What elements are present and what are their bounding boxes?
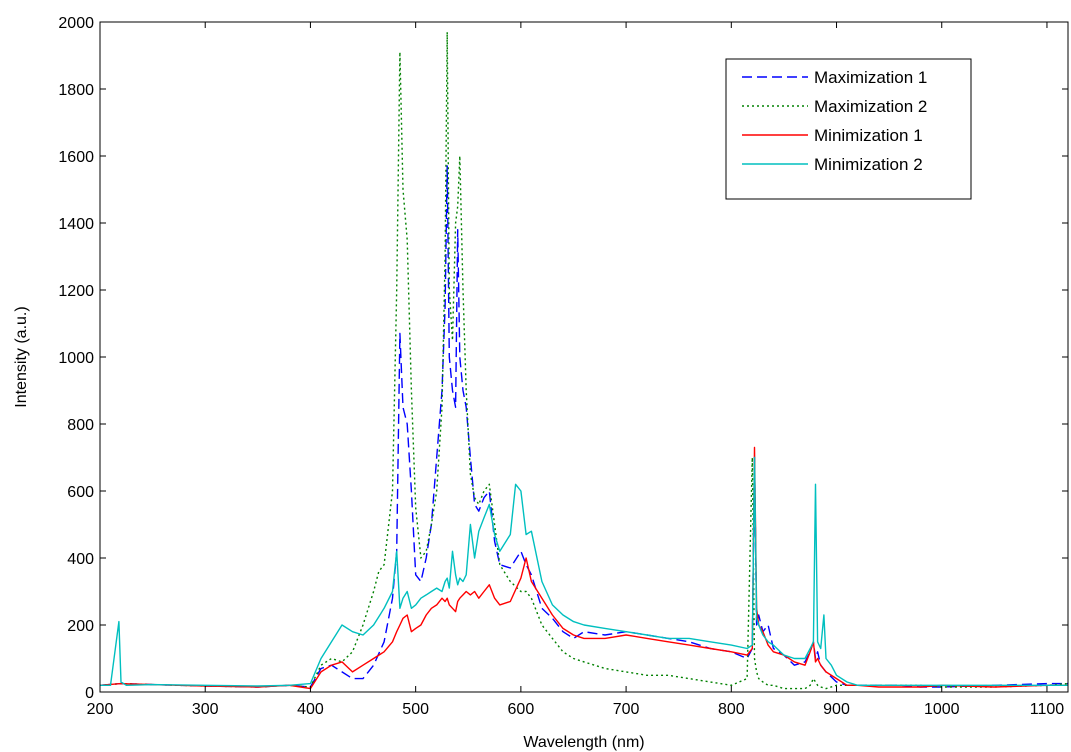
x-tick-label: 400 [297, 701, 324, 718]
x-tick-label: 900 [823, 701, 850, 718]
x-tick-label: 200 [87, 701, 114, 718]
y-tick-label: 600 [67, 484, 94, 501]
legend-box [725, 58, 972, 200]
legend-label: Maximization 2 [814, 97, 927, 116]
x-tick-label: 1000 [924, 701, 960, 718]
y-tick-label: 2000 [58, 15, 94, 32]
x-tick-label: 700 [613, 701, 640, 718]
x-tick-label: 300 [192, 701, 219, 718]
y-tick-label: 1800 [58, 82, 94, 99]
y-tick-label: 800 [67, 417, 94, 434]
y-tick-label: 400 [67, 551, 94, 568]
x-tick-label: 500 [402, 701, 429, 718]
series-line-2 [99, 31, 1069, 690]
x-tick-label: 600 [508, 701, 535, 718]
legend-label: Minimization 1 [814, 126, 923, 145]
y-tick-label: 200 [67, 618, 94, 635]
series-line-4 [100, 456, 1068, 687]
y-tick-label: 1200 [58, 283, 94, 300]
series-line-1 [99, 165, 1068, 688]
x-tick-label: 800 [718, 701, 745, 718]
x-axis-label: Wavelength (nm) [523, 734, 644, 751]
y-tick-label: 1400 [58, 216, 94, 233]
y-axis-label: Intensity (a.u.) [13, 306, 30, 407]
x-tick-label: 1100 [1030, 701, 1065, 718]
y-tick-label: 1600 [58, 149, 94, 166]
series-line-3 [99, 446, 1068, 690]
legend-label: Maximization 1 [814, 68, 927, 87]
series-layer [99, 31, 1069, 690]
y-tick-label: 0 [85, 685, 94, 702]
axis-ticks: 200 300 400 500 600 700 800 900 1000 110002004006… [58, 15, 1068, 718]
legend: Maximization 1 Maximization 2 Minimization… [725, 58, 972, 200]
y-tick-label: 1000 [58, 350, 94, 367]
legend-label: Minimization 2 [814, 155, 923, 174]
